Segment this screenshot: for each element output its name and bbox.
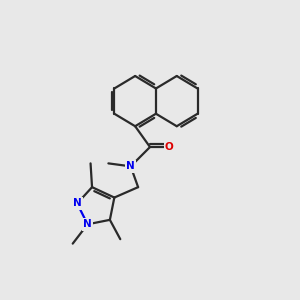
Text: N: N	[83, 219, 92, 229]
Text: N: N	[73, 199, 82, 208]
Text: N: N	[126, 161, 135, 171]
Text: O: O	[165, 142, 174, 152]
